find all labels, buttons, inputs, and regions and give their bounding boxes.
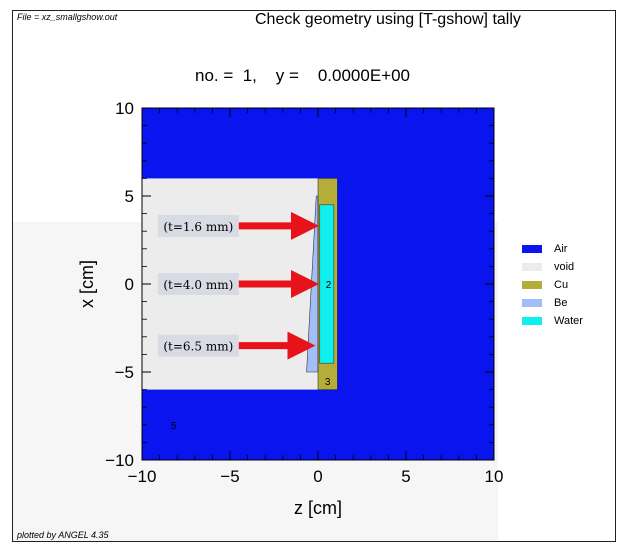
region-outline-water: [319, 204, 335, 364]
file-label: File = xz_smallgshow.out: [17, 12, 118, 22]
region-water: [319, 204, 334, 364]
legend-label: Water: [554, 315, 583, 327]
figure-subtitle: no. = 1, y = 0.0000E+00: [195, 66, 411, 85]
annotation-label: (t=6.5 mm): [163, 340, 233, 354]
annotation-label: (t=1.6 mm): [163, 220, 233, 234]
y-tick-label: −5: [115, 363, 134, 382]
legend-label: Cu: [554, 279, 569, 291]
legend: Air void Cu Be Water: [522, 240, 583, 330]
legend-item-water: Water: [522, 312, 583, 330]
y-axis-label: x [cm]: [77, 260, 97, 308]
y-tick-label: 0: [125, 275, 134, 294]
legend-swatch: [522, 281, 542, 289]
legend-item-void: void: [522, 258, 583, 276]
y-tick-label: 5: [125, 187, 134, 206]
y-tick-label: 10: [115, 99, 134, 118]
legend-item-cu: Cu: [522, 276, 583, 294]
annotation-label: (t=4.0 mm): [163, 278, 233, 292]
legend-swatch: [522, 299, 542, 307]
cell-label: 2: [326, 280, 332, 291]
legend-label: Air: [554, 243, 568, 255]
legend-item-air: Air: [522, 240, 583, 258]
x-tick-label: 5: [401, 467, 410, 486]
legend-label: Be: [554, 297, 568, 309]
legend-item-be: Be: [522, 294, 583, 312]
legend-swatch: [522, 317, 542, 325]
plotted-by-label: plotted by ANGEL 4.35: [17, 530, 109, 540]
annotation-box: [157, 334, 239, 357]
legend-label: void: [554, 261, 575, 273]
cell-label: 5: [171, 421, 177, 432]
x-tick-label: −10: [128, 467, 157, 486]
x-tick-label: 0: [313, 467, 322, 486]
x-tick-label: −5: [220, 467, 239, 486]
annotation-box: [157, 273, 239, 295]
y-tick-label: −10: [105, 451, 134, 470]
legend-swatch: [522, 245, 542, 253]
x-tick-label: 10: [485, 467, 504, 486]
cell-label: 3: [325, 377, 331, 388]
figure-frame: [12, 10, 616, 542]
figure-title: Check geometry using [T-gshow] tally: [255, 11, 521, 28]
x-axis-label: z [cm]: [294, 498, 342, 518]
legend-swatch: [522, 263, 542, 271]
axis-ticks: [141, 107, 495, 461]
annotation-box: [157, 214, 239, 237]
